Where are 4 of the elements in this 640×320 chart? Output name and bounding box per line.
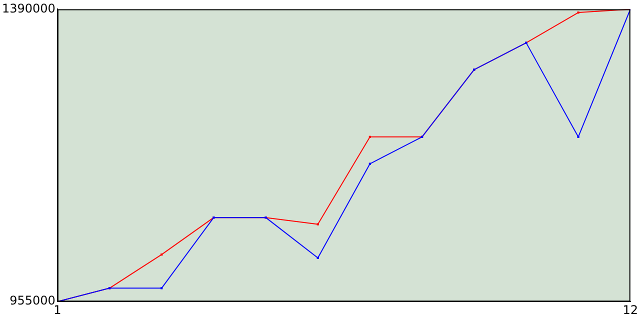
y-tick-label: 955000 [10,294,56,308]
x-tick-label: 1 [54,302,62,317]
y-tick-label: 1390000 [2,1,56,16]
x-tick-label: 12 [622,302,638,317]
